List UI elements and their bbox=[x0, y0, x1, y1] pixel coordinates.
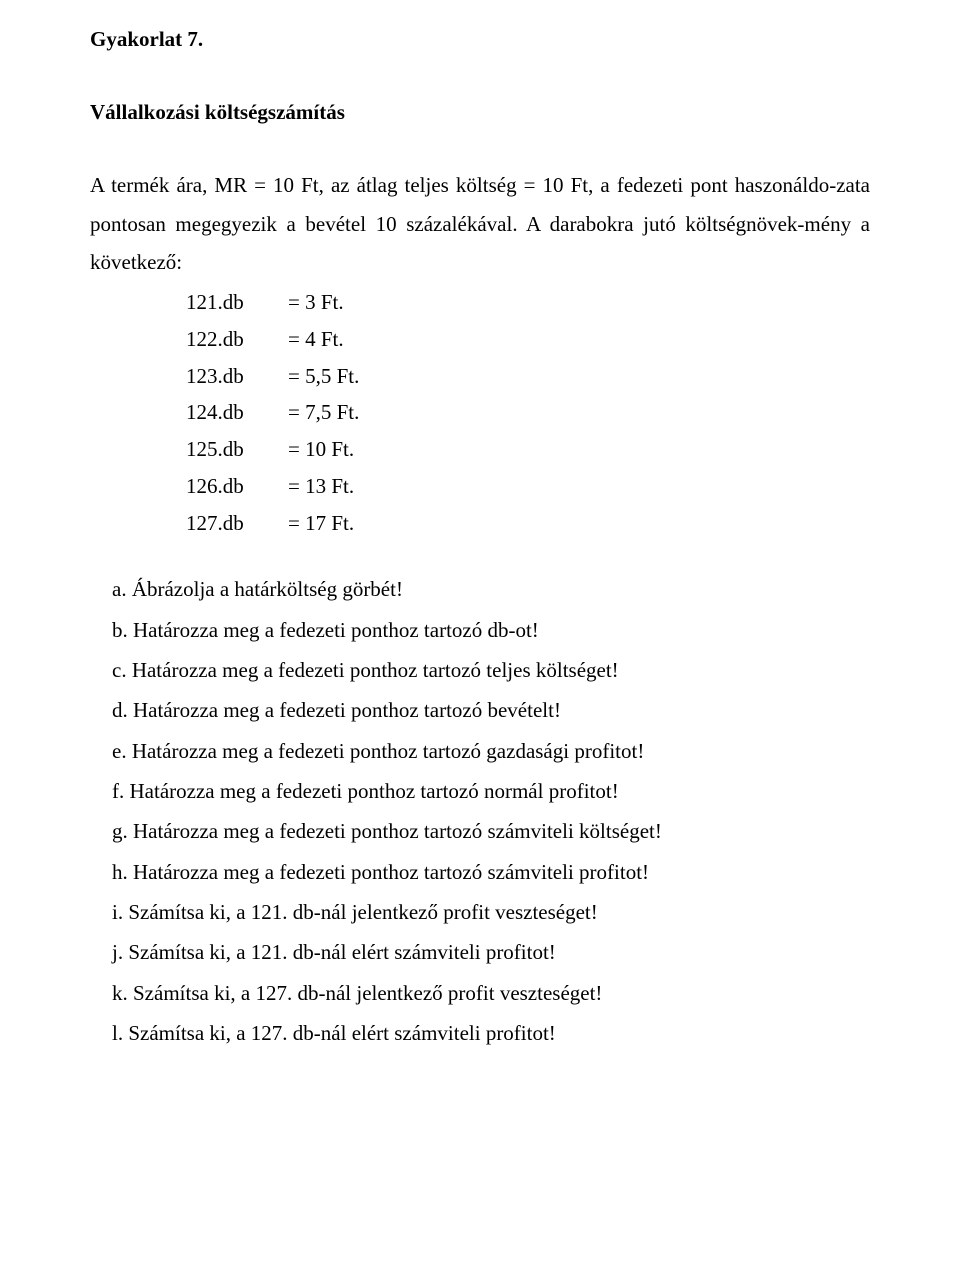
table-row: 124.db = 7,5 Ft. bbox=[180, 394, 365, 431]
value-cell: = 3 Ft. bbox=[282, 284, 365, 321]
list-item: l. Számítsa ki, a 127. db-nál elért szám… bbox=[112, 1013, 870, 1053]
list-item: d. Határozza meg a fedezeti ponthoz tart… bbox=[112, 690, 870, 730]
unit-cell: 126.db bbox=[180, 468, 282, 505]
value-cell: = 7,5 Ft. bbox=[282, 394, 365, 431]
page: Gyakorlat 7. Vállalkozási költségszámítá… bbox=[0, 0, 960, 1093]
table-row: 122.db = 4 Ft. bbox=[180, 321, 365, 358]
list-item: c. Határozza meg a fedezeti ponthoz tart… bbox=[112, 650, 870, 690]
unit-cell: 121.db bbox=[180, 284, 282, 321]
value-cell: = 13 Ft. bbox=[282, 468, 365, 505]
list-item: g. Határozza meg a fedezeti ponthoz tart… bbox=[112, 811, 870, 851]
list-item: j. Számítsa ki, a 121. db-nál elért szám… bbox=[112, 932, 870, 972]
page-subtitle: Vállalkozási költségszámítás bbox=[90, 93, 870, 132]
cost-table: 121.db = 3 Ft. 122.db = 4 Ft. 123.db = 5… bbox=[180, 284, 365, 541]
unit-cell: 123.db bbox=[180, 358, 282, 395]
table-row: 125.db = 10 Ft. bbox=[180, 431, 365, 468]
table-row: 121.db = 3 Ft. bbox=[180, 284, 365, 321]
value-cell: = 17 Ft. bbox=[282, 505, 365, 542]
list-item: e. Határozza meg a fedezeti ponthoz tart… bbox=[112, 731, 870, 771]
intro-paragraph: A termék ára, MR = 10 Ft, az átlag telje… bbox=[90, 166, 870, 283]
value-cell: = 4 Ft. bbox=[282, 321, 365, 358]
unit-cell: 124.db bbox=[180, 394, 282, 431]
questions-list: a. Ábrázolja a határköltség görbét! b. H… bbox=[90, 569, 870, 1053]
list-item: a. Ábrázolja a határköltség görbét! bbox=[112, 569, 870, 609]
value-cell: = 5,5 Ft. bbox=[282, 358, 365, 395]
unit-cell: 125.db bbox=[180, 431, 282, 468]
list-item: f. Határozza meg a fedezeti ponthoz tart… bbox=[112, 771, 870, 811]
unit-cell: 127.db bbox=[180, 505, 282, 542]
list-item: k. Számítsa ki, a 127. db-nál jelentkező… bbox=[112, 973, 870, 1013]
table-row: 123.db = 5,5 Ft. bbox=[180, 358, 365, 395]
table-row: 127.db = 17 Ft. bbox=[180, 505, 365, 542]
list-item: i. Számítsa ki, a 121. db-nál jelentkező… bbox=[112, 892, 870, 932]
page-title: Gyakorlat 7. bbox=[90, 20, 870, 59]
list-item: h. Határozza meg a fedezeti ponthoz tart… bbox=[112, 852, 870, 892]
table-row: 126.db = 13 Ft. bbox=[180, 468, 365, 505]
value-cell: = 10 Ft. bbox=[282, 431, 365, 468]
unit-cell: 122.db bbox=[180, 321, 282, 358]
list-item: b. Határozza meg a fedezeti ponthoz tart… bbox=[112, 610, 870, 650]
